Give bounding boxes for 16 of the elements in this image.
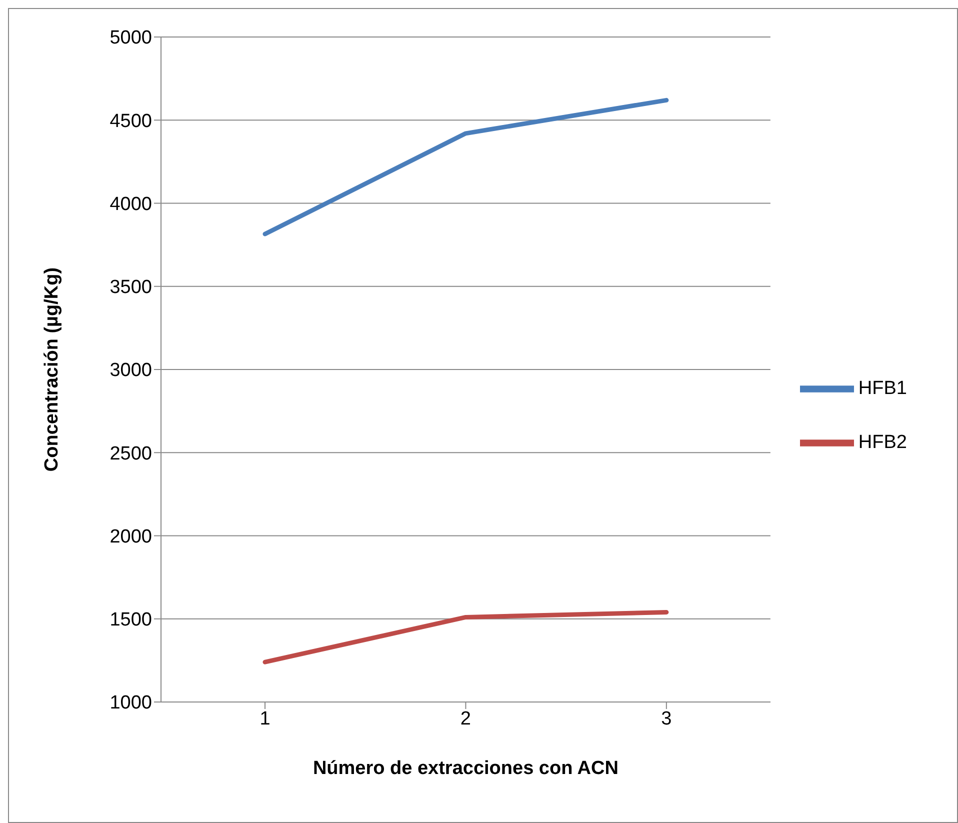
x-axis-title: Número de extracciones con ACN [312,758,618,779]
legend-label: HFB2 [858,432,907,453]
y-tick-label: 3000 [110,360,152,382]
y-tick-label: 1000 [110,692,152,714]
y-axis-title: Concentración (µg/Kg) [42,267,63,472]
y-tick-label: 3500 [110,277,152,298]
y-tick-label: 2000 [110,526,152,548]
y-tick-label: 5000 [110,28,152,49]
y-tick-label: 4500 [110,110,152,132]
x-tick-label: 2 [460,708,471,730]
x-tick-label: 3 [661,708,672,730]
x-tick-label: 1 [260,708,270,730]
y-tick-label: 2500 [110,443,152,464]
y-tick-label: 1500 [110,610,152,631]
legend-label: HFB1 [858,378,907,399]
y-tick-label: 4000 [110,194,152,215]
